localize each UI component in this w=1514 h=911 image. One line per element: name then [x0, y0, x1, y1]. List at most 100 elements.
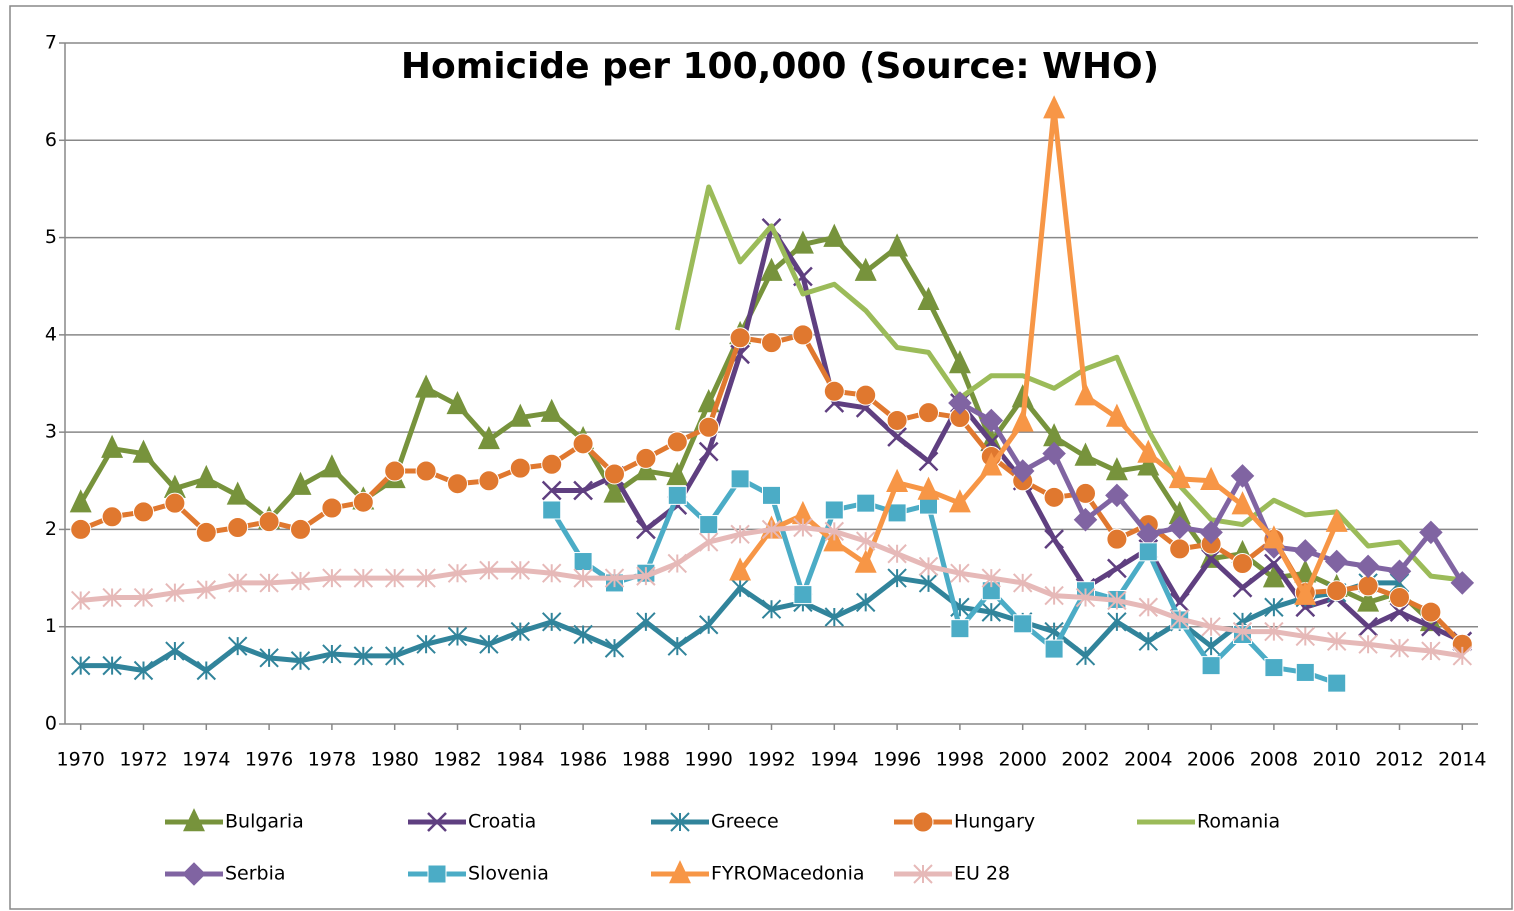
y-tick-label: 1 — [45, 615, 57, 637]
marker — [1294, 559, 1317, 583]
marker — [479, 560, 499, 580]
marker — [1420, 601, 1442, 623]
marker — [667, 636, 688, 656]
marker — [102, 587, 122, 608]
marker — [1389, 587, 1410, 609]
marker — [1421, 641, 1441, 661]
marker — [510, 560, 531, 580]
marker — [573, 552, 593, 572]
marker — [541, 612, 562, 632]
marker — [1357, 575, 1379, 597]
x-tick-label: 2010 — [1313, 749, 1361, 771]
marker — [1137, 452, 1160, 476]
marker — [1264, 597, 1284, 617]
marker — [603, 479, 626, 503]
marker — [1105, 457, 1128, 481]
marker — [195, 464, 218, 489]
x-tick-label: 2006 — [1187, 749, 1235, 771]
marker — [979, 408, 1004, 433]
legend-label: EU 28 — [954, 863, 1010, 885]
x-tick-label: 1994 — [810, 749, 858, 771]
marker — [1044, 639, 1064, 659]
marker — [1044, 529, 1064, 550]
marker — [573, 568, 593, 588]
chart-title: Homicide per 100,000 (Source: WHO) — [401, 46, 1159, 87]
marker — [855, 531, 876, 551]
marker — [1324, 549, 1349, 574]
marker — [666, 431, 688, 453]
x-tick-label: 1980 — [371, 749, 419, 771]
legend-label: Romania — [1197, 811, 1280, 833]
marker — [1262, 525, 1285, 549]
marker — [980, 452, 1003, 476]
marker — [855, 384, 877, 406]
x-tick-label: 2002 — [1061, 749, 1109, 771]
chart-frame — [9, 5, 1513, 910]
marker — [133, 660, 154, 681]
marker — [793, 585, 813, 605]
marker — [196, 660, 217, 681]
marker — [824, 521, 845, 542]
x-tick-label: 1982 — [433, 749, 481, 771]
marker — [415, 460, 437, 482]
legend-label: FYROMacedonia — [711, 863, 865, 885]
marker — [510, 621, 531, 642]
marker — [1264, 553, 1284, 574]
marker — [917, 286, 940, 311]
marker — [981, 568, 1002, 588]
marker — [1325, 508, 1348, 532]
marker — [1326, 631, 1347, 652]
marker — [477, 426, 500, 450]
marker — [427, 812, 447, 832]
x-tick-label: 1986 — [559, 749, 607, 771]
marker — [353, 646, 374, 666]
marker — [290, 518, 311, 540]
marker — [572, 433, 594, 455]
marker — [761, 599, 782, 619]
marker — [1262, 564, 1285, 588]
x-tick-label: 1998 — [936, 749, 984, 771]
marker — [1138, 631, 1159, 652]
marker — [636, 519, 656, 540]
marker — [164, 492, 186, 514]
marker — [1294, 581, 1317, 605]
y-tick-label: 7 — [45, 32, 57, 54]
marker — [792, 324, 814, 346]
legend-label: Greece — [711, 811, 779, 833]
marker — [948, 350, 971, 374]
marker — [670, 812, 690, 832]
marker — [917, 476, 940, 500]
marker — [1326, 580, 1348, 602]
marker — [227, 516, 249, 538]
marker — [1167, 515, 1192, 540]
marker — [1074, 442, 1097, 466]
marker — [353, 568, 374, 588]
marker — [604, 638, 625, 658]
marker — [918, 573, 939, 593]
x-tick-label: 1970 — [57, 749, 105, 771]
marker — [886, 409, 908, 431]
marker — [289, 471, 312, 495]
x-tick-label: 1984 — [496, 749, 544, 771]
x-tick-label: 1988 — [622, 749, 670, 771]
marker — [1169, 538, 1191, 560]
marker — [1389, 638, 1410, 658]
marker — [573, 480, 593, 501]
marker — [541, 453, 563, 475]
marker — [912, 811, 934, 833]
marker — [697, 389, 720, 413]
marker — [1387, 559, 1412, 584]
marker — [540, 398, 563, 422]
marker — [667, 553, 688, 574]
marker — [1230, 464, 1255, 488]
marker — [698, 416, 720, 438]
marker — [447, 563, 468, 583]
marker — [729, 557, 752, 581]
marker — [70, 518, 92, 540]
marker — [1264, 621, 1284, 642]
marker — [635, 447, 657, 469]
marker — [384, 646, 405, 666]
marker — [855, 592, 876, 613]
marker — [1044, 585, 1064, 606]
